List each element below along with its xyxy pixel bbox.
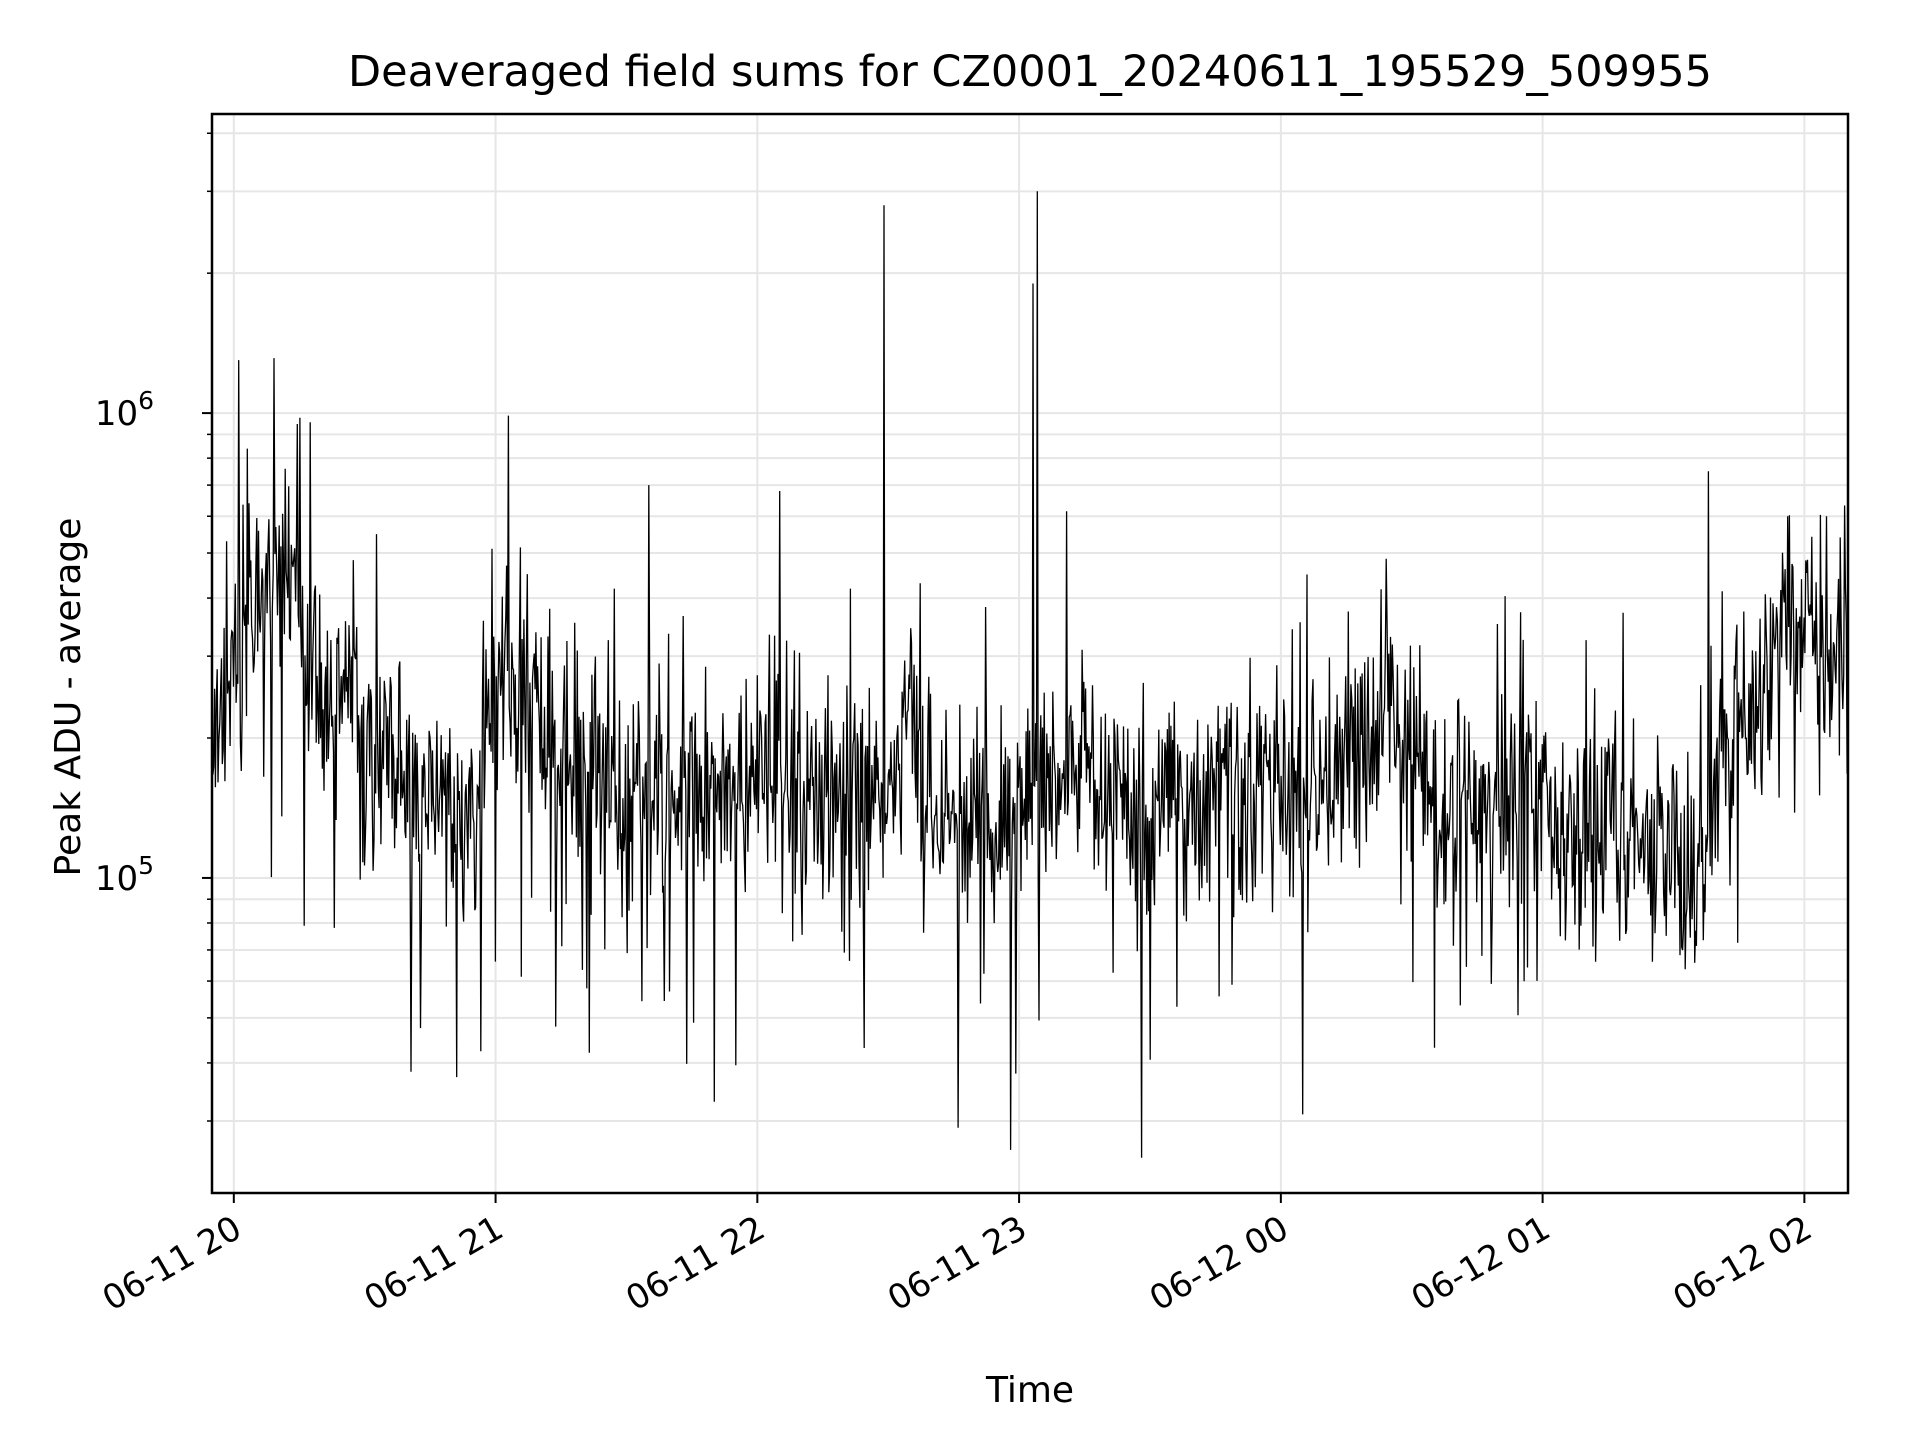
y-axis-label: Peak ADU - average	[48, 518, 89, 877]
chart-title: Deaveraged field sums for CZ0001_2024061…	[348, 47, 1712, 97]
x-axis-label: Time	[985, 1370, 1074, 1411]
y-tick-exponent: 5	[138, 851, 154, 880]
y-tick-label: 106	[95, 386, 154, 434]
y-tick-base: 10	[95, 859, 138, 899]
series-line	[211, 191, 1849, 1158]
series-layer	[211, 191, 1849, 1158]
y-tick-label: 105	[95, 851, 154, 899]
plot-frame	[210, 112, 1850, 1195]
y-tick-base: 10	[95, 394, 138, 434]
y-tick-exponent: 6	[138, 386, 154, 415]
